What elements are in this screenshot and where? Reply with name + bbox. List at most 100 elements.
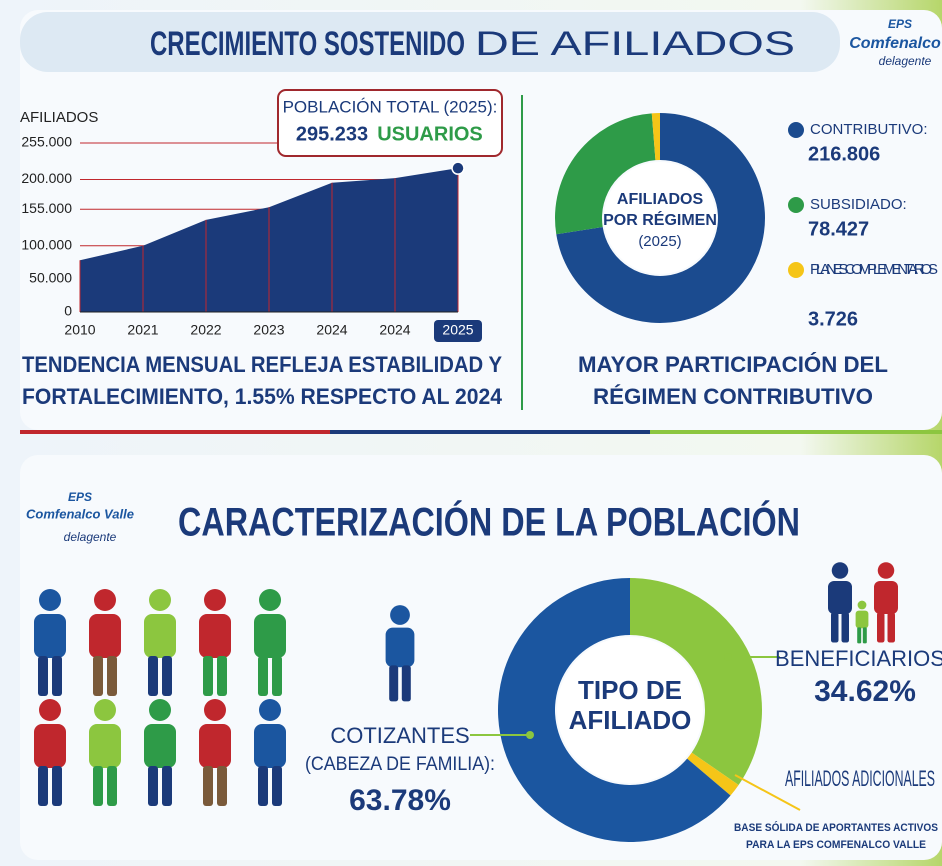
note: BASE SÓLIDA DE APORTANTES ACTIVOS xyxy=(734,821,938,834)
y-tick-label: 255.000 xyxy=(21,134,72,150)
y-tick-label: 200.000 xyxy=(21,170,72,186)
person-icon xyxy=(52,766,62,806)
person-icon xyxy=(149,589,171,611)
y-tick-label: 50.000 xyxy=(29,270,72,286)
person-icon xyxy=(89,724,121,768)
y-tick-label: 100.000 xyxy=(21,236,72,252)
person-icon xyxy=(831,613,839,643)
logo-text: delagente xyxy=(879,54,932,68)
person-icon xyxy=(863,627,867,643)
person-icon xyxy=(204,699,226,721)
legend-label: CONTRIBUTIVO: xyxy=(810,121,928,138)
person-icon xyxy=(93,766,103,806)
person-icon xyxy=(148,766,158,806)
person-icon xyxy=(254,614,286,658)
x-tick-label: 2021 xyxy=(127,322,158,338)
legend-value: 78.427 xyxy=(808,218,869,240)
logo-text: delagente xyxy=(64,530,117,544)
center-text: (2025) xyxy=(638,233,681,250)
label: COTIZANTES xyxy=(330,723,469,748)
person-icon xyxy=(402,665,411,701)
person-icon xyxy=(38,656,48,696)
center-text: TIPO DE xyxy=(578,675,682,705)
person-icon xyxy=(878,562,895,579)
legend-swatch xyxy=(788,197,804,213)
label: BENEFICIARIOS xyxy=(775,646,942,671)
legend-swatch xyxy=(788,262,804,278)
person-icon xyxy=(107,656,117,696)
note: PARA LA EPS COMFENALCO VALLE xyxy=(746,839,926,851)
logo-text: EPS xyxy=(68,490,92,504)
person-icon xyxy=(258,656,268,696)
person-icon xyxy=(204,589,226,611)
person-icon xyxy=(148,656,158,696)
value-label: 34.62% xyxy=(814,675,916,708)
person-icon xyxy=(832,562,849,579)
person-icon xyxy=(272,766,282,806)
person-icon xyxy=(38,766,48,806)
label: AFILIADOS ADICIONALES xyxy=(785,766,935,791)
legend-value: 3.726 xyxy=(808,308,858,330)
y-tick-label: 155.000 xyxy=(21,200,72,216)
y-tick-label: 0 xyxy=(64,303,72,319)
person-icon xyxy=(203,656,213,696)
person-icon xyxy=(144,724,176,768)
center-text: AFILIADO xyxy=(569,705,692,735)
x-tick-label: 2025 xyxy=(442,322,473,338)
center-text: AFILIADOS xyxy=(617,191,704,208)
caption: RÉGIMEN CONTRIBUTIVO xyxy=(593,384,873,409)
person-icon xyxy=(877,613,885,643)
person-icon xyxy=(259,699,281,721)
person-icon xyxy=(254,724,286,768)
logo-text: Comfenalco xyxy=(849,35,941,52)
page: CRECIMIENTO SOSTENIDO DE AFILIADOS EPS C… xyxy=(0,0,942,866)
person-icon xyxy=(94,589,116,611)
logo-text: EPS xyxy=(888,17,912,31)
title: DE AFILIADOS xyxy=(475,25,795,63)
person-icon xyxy=(52,656,62,696)
person-icon xyxy=(258,766,268,806)
person-icon xyxy=(828,581,852,614)
callout-title: POBLACIÓN TOTAL (2025): xyxy=(283,97,498,116)
person-icon xyxy=(39,699,61,721)
person-icon xyxy=(856,611,869,629)
section-title: CARACTERIZACIÓN DE LA POBLACIÓN xyxy=(178,499,800,545)
leader-dot xyxy=(724,653,732,661)
note: (CABEZA DE FAMILIA): xyxy=(305,754,495,775)
person-icon xyxy=(94,699,116,721)
legend-label: PLANES COMPLEMENTARIOS xyxy=(810,261,938,278)
axis-title: AFILIADOS xyxy=(20,109,98,126)
person-icon xyxy=(386,628,415,668)
person-icon xyxy=(888,613,896,643)
x-tick-label: 2022 xyxy=(190,322,221,338)
caption: FORTALECIMIENTO, 1.55% RESPECTO AL 2024 xyxy=(22,384,503,409)
legend-swatch xyxy=(788,122,804,138)
value-label: 63.78% xyxy=(349,784,451,817)
logo-text: Comfenalco Valle xyxy=(26,506,134,521)
title: CRECIMIENTO SOSTENIDO xyxy=(150,25,465,63)
legend-label: SUBSIDIADO: xyxy=(810,196,907,213)
person-icon xyxy=(34,724,66,768)
person-icon xyxy=(162,656,172,696)
person-icon xyxy=(199,614,231,658)
person-icon xyxy=(93,656,103,696)
caption: TENDENCIA MENSUAL REFLEJA ESTABILIDAD Y xyxy=(22,352,502,377)
person-icon xyxy=(389,665,398,701)
person-icon xyxy=(39,589,61,611)
person-icon xyxy=(217,656,227,696)
person-icon xyxy=(203,766,213,806)
x-tick-label: 2024 xyxy=(316,322,347,338)
x-tick-label: 2010 xyxy=(64,322,95,338)
leader-dot xyxy=(526,731,534,739)
person-icon xyxy=(857,627,861,643)
callout-unit: USUARIOS xyxy=(377,123,483,145)
person-icon xyxy=(162,766,172,806)
person-icon xyxy=(272,656,282,696)
x-tick-label: 2023 xyxy=(253,322,284,338)
person-icon xyxy=(259,589,281,611)
x-tick-label: 2024 xyxy=(379,322,410,338)
caption: MAYOR PARTICIPACIÓN DEL xyxy=(578,352,888,377)
person-icon xyxy=(858,601,867,610)
person-icon xyxy=(874,581,898,614)
center-text: POR RÉGIMEN xyxy=(603,210,717,229)
